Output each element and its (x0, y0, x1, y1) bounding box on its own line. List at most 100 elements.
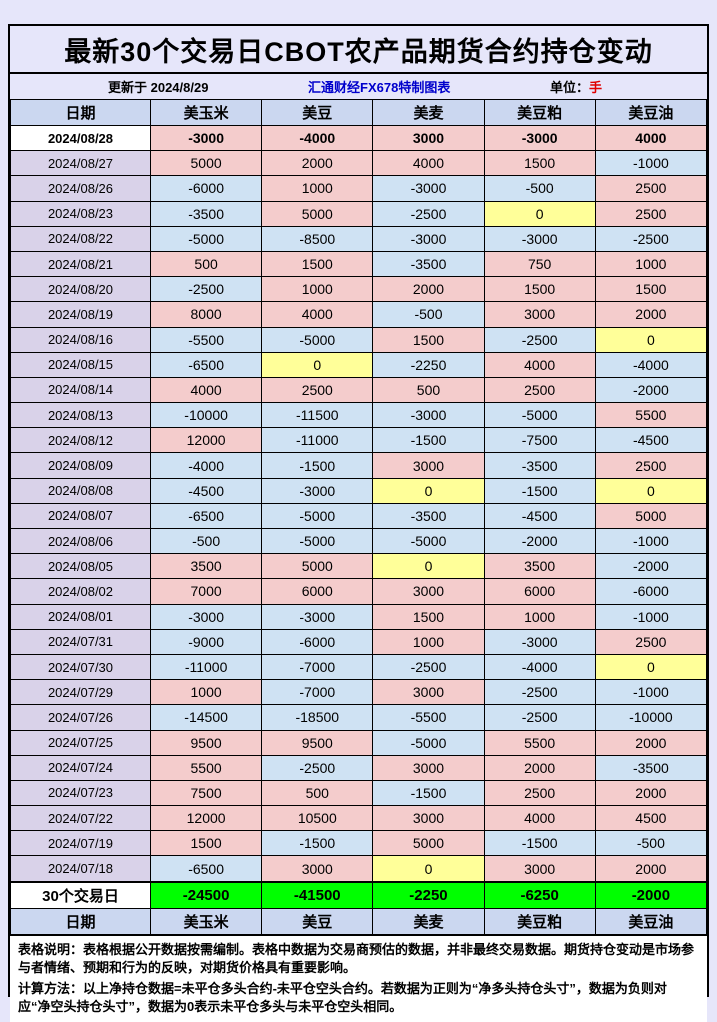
value-cell: 12000 (149, 805, 263, 832)
value-cell: 750 (483, 250, 596, 278)
value-cell: -1000 (594, 527, 708, 555)
date-cell: 2024/08/01 (10, 603, 151, 630)
summary-value-cell: -24500 (149, 880, 263, 909)
table-row: 2024/07/19 1500 -1500 5000 -1500 -500 (10, 830, 708, 857)
date-cell: 2024/08/05 (10, 553, 151, 580)
date-cell: 2024/08/28 (10, 124, 151, 152)
value-cell: 0 (261, 351, 374, 378)
date-cell: 2024/08/22 (10, 225, 151, 252)
source-credit: 汇通财经FX678特制图表 (308, 80, 451, 95)
table-row: 2024/08/09 -4000 -1500 3000 -3500 2500 (10, 452, 708, 479)
value-cell: -6500 (149, 855, 263, 883)
value-cell: 8000 (149, 301, 263, 328)
summary-value-cell: -41500 (261, 880, 374, 909)
value-cell: -3000 (372, 225, 485, 252)
value-cell: -2500 (483, 704, 596, 731)
value-cell: 2500 (594, 200, 708, 227)
value-cell: 3000 (261, 855, 374, 883)
value-cell: 500 (149, 250, 263, 278)
value-cell: 3000 (372, 754, 485, 781)
value-cell: -500 (483, 175, 596, 202)
table-row: 2024/07/24 5500 -2500 3000 2000 -3500 (10, 754, 708, 781)
title-bar: 最新30个交易日CBOT农产品期货合约持仓变动 (10, 26, 707, 74)
column-header-4: 美豆粕 (483, 99, 596, 126)
value-cell: -2250 (372, 351, 485, 378)
value-cell: 0 (594, 326, 708, 353)
page-title: 最新30个交易日CBOT农产品期货合约持仓变动 (64, 37, 653, 67)
value-cell: -500 (594, 830, 708, 857)
value-cell: -4000 (594, 351, 708, 378)
value-cell: -3000 (149, 124, 263, 152)
value-cell: 9500 (261, 729, 374, 756)
value-cell: -1500 (372, 779, 485, 807)
value-cell: 1000 (261, 276, 374, 303)
table-row: 2024/07/29 1000 -7000 3000 -2500 -1000 (10, 679, 708, 706)
value-cell: -8500 (261, 225, 374, 252)
value-cell: 1500 (261, 250, 374, 278)
value-cell: 2000 (594, 301, 708, 328)
value-cell: -3500 (372, 502, 485, 530)
unit-value: 手 (588, 80, 602, 95)
value-cell: 1000 (483, 603, 596, 630)
value-cell: -1500 (261, 452, 374, 479)
value-cell: -2500 (594, 225, 708, 252)
update-date: 更新于 2024/8/29 (108, 80, 209, 95)
footer-column-1: 美玉米 (149, 907, 263, 935)
table-row: 2024/07/31 -9000 -6000 1000 -3000 2500 (10, 628, 708, 655)
note-description-label: 表格说明： (18, 941, 84, 957)
value-cell: -2500 (261, 754, 374, 781)
value-cell: 5000 (372, 830, 485, 857)
value-cell: 9500 (149, 729, 263, 756)
table-row: 2024/07/25 9500 9500 -5000 5500 2000 (10, 729, 708, 756)
value-cell: 1000 (149, 679, 263, 706)
value-cell: -3000 (483, 225, 596, 252)
table-row: 2024/07/18 -6500 3000 0 3000 2000 (10, 855, 708, 883)
value-cell: -7000 (261, 653, 374, 681)
value-cell: -14500 (149, 704, 263, 731)
value-cell: -500 (149, 527, 263, 555)
value-cell: -3000 (261, 477, 374, 504)
table-row: 2024/08/15 -6500 0 -2250 4000 -4000 (10, 351, 708, 378)
notes: 表格说明：表格根据公开数据按需编制。表格中数据为交易商预估的数据，并非最终交易数… (10, 934, 707, 1022)
value-cell: 3000 (372, 124, 485, 152)
table-row: 2024/08/16 -5500 -5000 1500 -2500 0 (10, 326, 708, 353)
value-cell: 3000 (372, 805, 485, 832)
value-cell: -4500 (594, 427, 708, 454)
date-cell: 2024/07/23 (10, 779, 151, 807)
column-header-3: 美麦 (372, 99, 485, 126)
value-cell: 5000 (594, 502, 708, 530)
value-cell: 2000 (372, 276, 485, 303)
footer-column-date: 日期 (10, 907, 151, 935)
table-row: 2024/07/23 7500 500 -1500 2500 2000 (10, 779, 708, 807)
value-cell: -10000 (594, 704, 708, 731)
value-cell: -3000 (483, 628, 596, 655)
date-cell: 2024/07/30 (10, 653, 151, 681)
value-cell: 500 (372, 376, 485, 404)
value-cell: -11000 (261, 427, 374, 454)
value-cell: 2000 (594, 855, 708, 883)
date-cell: 2024/07/19 (10, 830, 151, 857)
date-cell: 2024/07/25 (10, 729, 151, 756)
value-cell: -3500 (483, 452, 596, 479)
table-row: 2024/08/14 4000 2500 500 2500 -2000 (10, 376, 708, 404)
value-cell: 1500 (483, 276, 596, 303)
value-cell: 3000 (372, 578, 485, 605)
table-row: 2024/08/27 5000 2000 4000 1500 -1000 (10, 150, 708, 177)
value-cell: 3000 (372, 452, 485, 479)
table-row: 2024/07/22 12000 10500 3000 4000 4500 (10, 805, 708, 832)
column-header-2: 美豆 (261, 99, 374, 126)
value-cell: 0 (594, 653, 708, 681)
value-cell: 3000 (483, 855, 596, 883)
value-cell: -7000 (261, 679, 374, 706)
value-cell: -9000 (149, 628, 263, 655)
value-cell: 1000 (372, 628, 485, 655)
value-cell: -5000 (149, 225, 263, 252)
value-cell: -11500 (261, 402, 374, 429)
value-cell: -6000 (594, 578, 708, 605)
date-cell: 2024/08/23 (10, 200, 151, 227)
value-cell: -2000 (594, 553, 708, 580)
value-cell: 2500 (594, 452, 708, 479)
date-cell: 2024/07/29 (10, 679, 151, 706)
summary-value-cell: -2250 (372, 880, 485, 909)
value-cell: -2500 (149, 276, 263, 303)
